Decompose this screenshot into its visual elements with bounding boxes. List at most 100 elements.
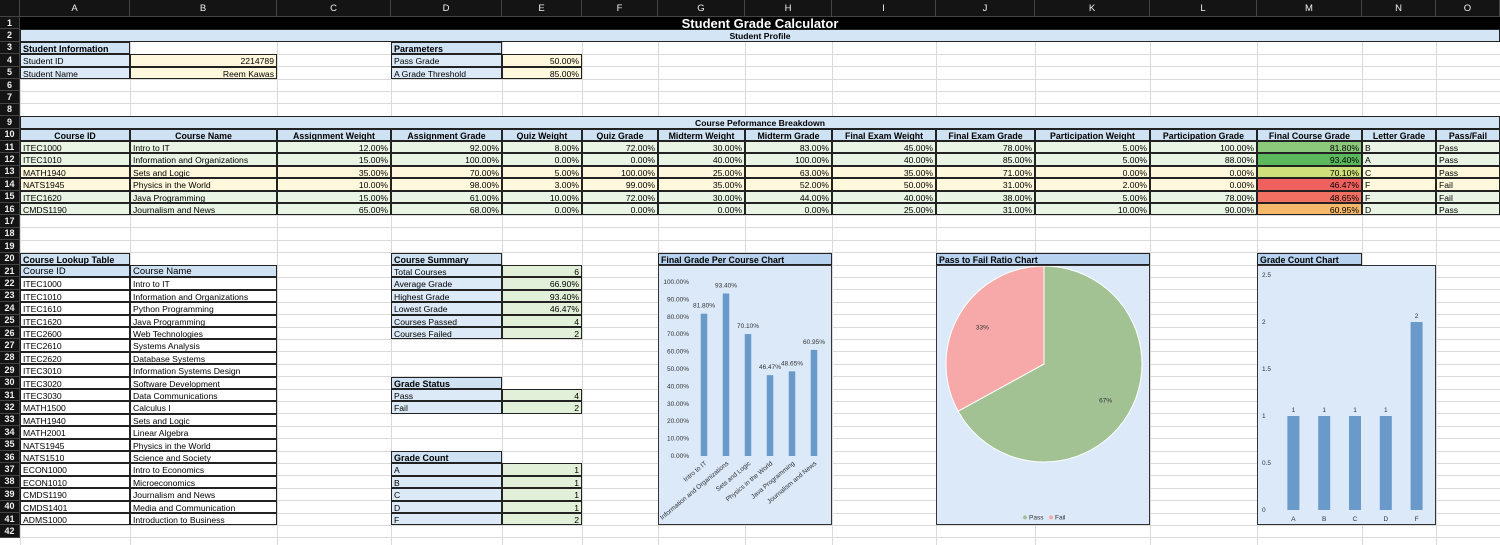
perf-cell[interactable]: 48.65% [1257,190,1362,203]
perf-cell[interactable]: Fail [1436,178,1500,191]
perf-cell[interactable]: 44.00% [745,190,832,203]
lookup-course-id[interactable]: NATS1510 [20,451,130,464]
perf-header[interactable]: Course Name [130,128,277,141]
grade-count-value[interactable]: 1 [502,475,582,489]
perf-header[interactable]: Final Exam Weight [832,128,936,141]
row-header[interactable]: 25 [0,314,20,327]
perf-cell[interactable]: 38.00% [936,190,1035,203]
row-header[interactable]: 31 [0,389,20,402]
perf-cell[interactable]: 78.00% [1150,190,1257,203]
lookup-course-name[interactable]: Web Technologies [130,327,277,340]
perf-cell[interactable]: 52.00% [745,178,832,191]
student-name-label[interactable]: Student Name [20,66,130,79]
column-header[interactable]: B [130,0,277,17]
perf-cell[interactable]: 88.00% [1150,153,1257,166]
perf-cell[interactable]: 3.00% [502,178,582,191]
course-lookup-header[interactable]: Course Lookup Table [20,252,130,265]
lookup-course-name[interactable]: Science and Society [130,451,277,464]
perf-cell[interactable]: Journalism and News [130,203,277,216]
row-header[interactable]: 28 [0,351,20,365]
perf-header[interactable]: Quiz Weight [502,128,582,141]
row-header[interactable]: 14 [0,178,20,191]
perf-cell[interactable]: 85.00% [936,153,1035,166]
row-header[interactable]: 22 [0,277,20,290]
column-header[interactable]: E [502,0,582,17]
perf-header[interactable]: Assignment Grade [391,128,502,141]
perf-cell[interactable]: 25.00% [832,203,936,216]
grade-count-label[interactable]: A [391,463,502,476]
student-info-header[interactable]: Student Information [20,41,130,55]
student-profile-band[interactable]: Student Profile [20,29,1500,42]
row-header[interactable]: 4 [0,54,20,67]
perf-cell[interactable]: 70.00% [391,165,502,179]
perf-cell[interactable]: 63.00% [745,165,832,179]
grade-count-value[interactable]: 1 [502,463,582,476]
perf-cell[interactable]: 40.00% [658,153,745,166]
lookup-course-id[interactable]: ITEC3010 [20,364,130,377]
perf-cell[interactable]: NATS1945 [20,178,130,191]
row-header[interactable]: 17 [0,215,20,228]
grade-count-chart[interactable]: 0 0.5 1 1.5 2 2.5 1 A 1 B 1 C 1 D 2 F [1257,265,1436,526]
column-header[interactable]: K [1035,0,1150,17]
perf-cell[interactable]: 0.00% [582,203,658,216]
perf-cell[interactable]: Information and Organizations [130,153,277,166]
perf-header[interactable]: Participation Weight [1035,128,1150,141]
lookup-course-name[interactable]: Python Programming [130,302,277,315]
student-id-value[interactable]: 2214789 [130,54,277,67]
column-header[interactable]: N [1362,0,1436,17]
lookup-course-name[interactable]: Data Communications [130,389,277,402]
lookup-course-id[interactable]: CMDS1190 [20,488,130,501]
row-header[interactable]: 29 [0,364,20,377]
perf-cell[interactable]: Sets and Logic [130,165,277,179]
perf-cell[interactable]: 40.00% [832,153,936,166]
pass-grade-label[interactable]: Pass Grade [391,54,502,67]
perf-cell[interactable]: 35.00% [832,165,936,179]
lookup-course-name[interactable]: Information and Organizations [130,289,277,303]
lookup-course-id[interactable]: ITEC3020 [20,376,130,389]
perf-cell[interactable]: 93.40% [1257,153,1362,166]
perf-cell[interactable]: 61.00% [391,190,502,203]
grade-count-value[interactable]: 1 [502,488,582,501]
summary-value[interactable]: 6 [502,265,582,278]
perf-cell[interactable]: 0.00% [1035,165,1150,179]
row-header[interactable]: 35 [0,438,20,451]
perf-cell[interactable]: ITEC1620 [20,190,130,203]
perf-header[interactable]: Pass/Fail [1436,128,1500,141]
perf-header[interactable]: Midterm Weight [658,128,745,141]
lookup-course-name[interactable]: Media and Communication [130,500,277,513]
perf-cell[interactable]: 78.00% [936,141,1035,154]
column-header[interactable]: M [1257,0,1362,17]
grade-status-value[interactable]: 4 [502,389,582,402]
perf-cell[interactable]: 72.00% [582,141,658,154]
perf-cell[interactable]: 31.00% [936,203,1035,216]
perf-cell[interactable]: Pass [1436,141,1500,154]
perf-header[interactable]: Assignment Weight [277,128,391,141]
lookup-course-id[interactable]: ITEC1010 [20,289,130,303]
row-header[interactable]: 42 [0,525,20,538]
grade-count-label[interactable]: F [391,513,502,526]
perf-cell[interactable]: 0.00% [582,153,658,166]
row-header[interactable]: 7 [0,91,20,104]
column-header[interactable]: C [277,0,391,17]
perf-cell[interactable]: 68.00% [391,203,502,216]
row-header[interactable]: 23 [0,289,20,303]
course-summary-header[interactable]: Course Summary [391,252,502,265]
summary-value[interactable]: 46.47% [502,302,582,315]
lookup-course-id[interactable]: ITEC1000 [20,277,130,290]
perf-cell[interactable]: 0.00% [1150,165,1257,179]
pass-grade-value[interactable]: 50.00% [502,54,582,67]
column-header[interactable]: O [1436,0,1500,17]
grade-status-header[interactable]: Grade Status [391,376,502,389]
lookup-course-name[interactable]: Software Development [130,376,277,389]
lookup-course-id[interactable]: ITEC2620 [20,351,130,365]
lookup-col-id[interactable]: Course ID [20,265,130,278]
perf-cell[interactable]: Fail [1436,190,1500,203]
perf-cell[interactable]: F [1362,190,1436,203]
a-grade-threshold-value[interactable]: 85.00% [502,66,582,79]
pass-fail-pie-chart[interactable]: 67% 33% Pass Fail [936,265,1150,526]
row-header[interactable]: 8 [0,103,20,117]
perf-cell[interactable]: Pass [1436,153,1500,166]
perf-cell[interactable]: A [1362,153,1436,166]
perf-cell[interactable]: 72.00% [582,190,658,203]
perf-cell[interactable]: 98.00% [391,178,502,191]
